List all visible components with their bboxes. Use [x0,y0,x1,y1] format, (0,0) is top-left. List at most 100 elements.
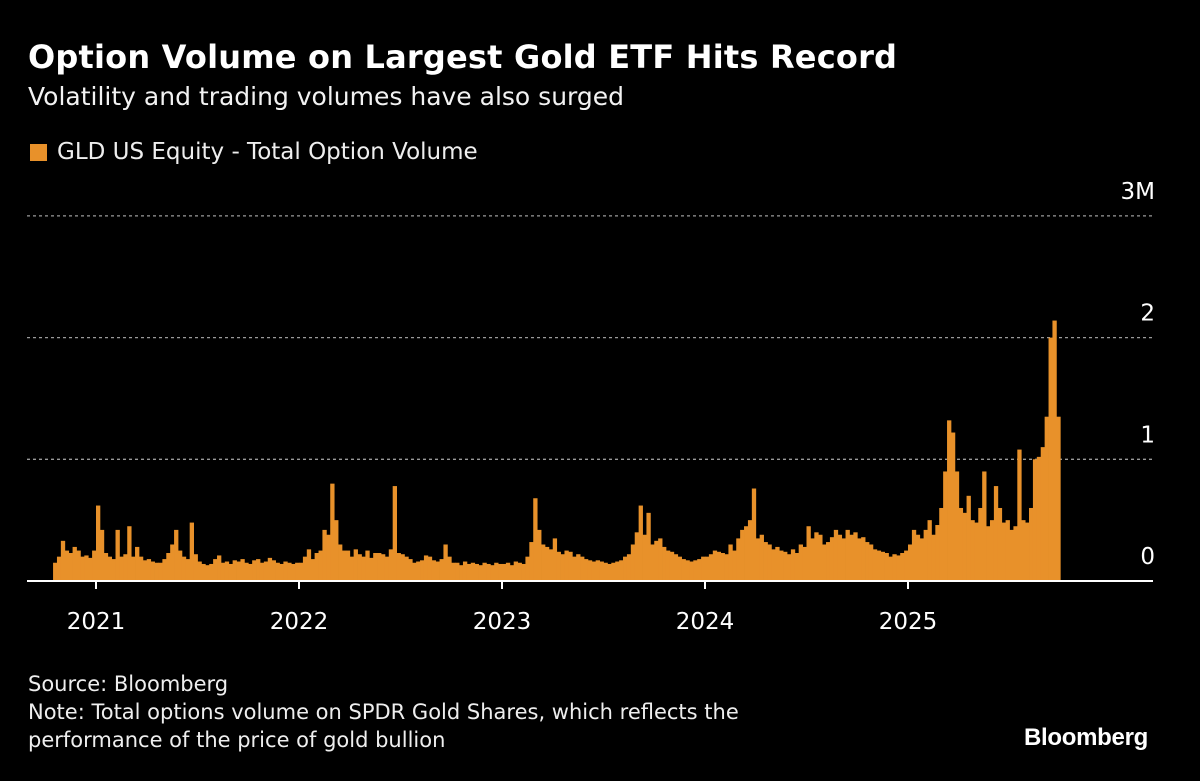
bar [435,561,440,581]
bar [525,556,530,581]
bar [283,561,288,581]
legend-swatch [30,143,47,161]
bar [1040,447,1046,581]
bar [763,542,768,581]
bar [669,551,675,581]
bar [88,557,93,581]
bar [267,557,273,581]
bar [107,556,113,581]
bar [99,529,105,581]
bar [997,507,1003,581]
bar [954,471,960,581]
bar [146,559,152,581]
bar [404,556,409,581]
bar [56,556,62,581]
x-tick-label: 2025 [879,609,938,635]
bar [306,549,312,581]
bar [939,507,944,581]
bar [693,560,698,581]
bar [935,525,940,581]
bar [529,542,534,581]
bar [92,550,97,581]
bar [642,534,647,581]
bar [490,565,495,581]
bar [533,498,538,581]
bar [720,553,725,581]
bar [833,529,839,581]
bar [767,544,772,581]
bar [123,554,128,581]
bar [1044,416,1049,581]
bar [232,560,237,581]
bar [884,553,889,581]
bar [64,550,70,581]
bar [923,529,928,581]
x-tick-label: 2022 [270,609,329,635]
bar [1032,459,1038,581]
bar [915,534,921,581]
bar [127,526,132,581]
bar [189,522,194,581]
bar [158,562,163,581]
bar [299,562,304,581]
bar [420,560,425,581]
bar [84,555,89,581]
bar [228,563,234,581]
bar [740,529,745,581]
bar [162,559,167,581]
bar [911,529,917,581]
bar [451,562,456,581]
bar [318,550,323,581]
bar [217,555,222,581]
bar [377,553,382,581]
bar [888,556,893,581]
bar [310,559,316,581]
bar [236,561,241,581]
bar [150,561,155,581]
bar [751,488,757,581]
bar [271,560,276,581]
bar [552,538,558,581]
bar [599,561,604,581]
bar [724,554,729,581]
bar [478,565,483,581]
chart-subtitle: Volatility and trading volumes have also… [28,82,624,111]
bar [892,554,897,581]
bar [747,520,753,581]
bar [697,559,702,581]
bar [950,432,956,581]
bar [256,559,261,581]
bar [213,559,218,581]
bar [591,561,597,581]
bar [80,556,85,581]
bar [677,556,682,581]
bar [841,538,846,581]
bar [1052,320,1057,581]
bar [220,562,226,581]
bar [349,556,355,581]
bar [330,483,335,581]
bar [505,562,511,581]
bar [872,549,878,581]
bar [170,544,175,581]
bar [974,522,979,581]
source-text: Source: Bloomberg [28,672,229,696]
bar [638,505,643,581]
bar [240,559,245,581]
y-tick-label: 3M [1121,179,1155,205]
bar [53,562,58,581]
bar [900,553,905,581]
bar [322,529,327,581]
bar [384,556,390,581]
bar [400,554,405,581]
bar [462,561,468,581]
bar [334,520,339,581]
bar [259,562,265,581]
bar [619,560,624,581]
bar [728,544,733,581]
bar [958,507,964,581]
bar [279,563,284,581]
bar [650,544,655,581]
bar [658,538,663,581]
bar [595,560,600,581]
